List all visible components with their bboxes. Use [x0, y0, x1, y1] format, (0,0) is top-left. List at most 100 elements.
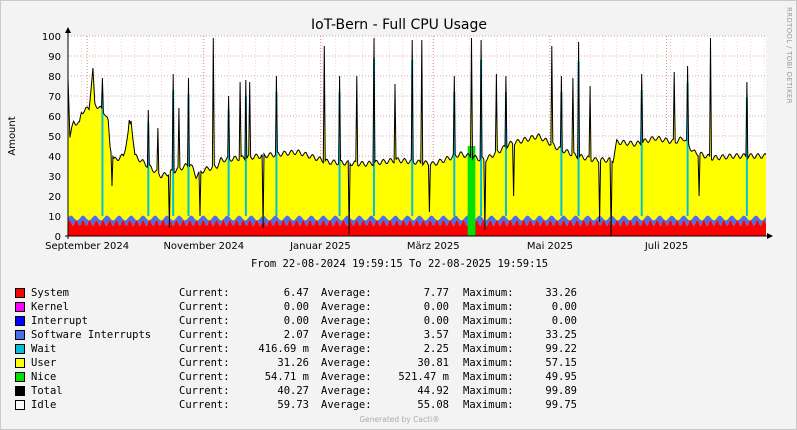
legend-name: Kernel — [31, 301, 69, 313]
software-interrupts-area — [68, 215, 766, 236]
maximum-label: Maximum: — [463, 357, 514, 369]
average-value: 7.77 — [423, 287, 449, 299]
current-label: Current: — [179, 287, 230, 299]
maximum-label: Maximum: — [463, 329, 514, 341]
wait-spike — [453, 92, 456, 216]
current-label: Current: — [179, 371, 230, 383]
y-tick-label: 60 — [48, 112, 61, 123]
current-value: 6.47 — [283, 287, 309, 299]
x-tick-labels: September 2024 November 2024 Januar 2025 Mä… — [45, 241, 688, 252]
maximum-value: 33.25 — [545, 329, 577, 341]
average-value: 0.00 — [423, 301, 449, 313]
wait-spike — [187, 93, 190, 216]
average-value: 2.25 — [423, 343, 449, 355]
stacked-areas — [67, 37, 767, 237]
legend-swatch — [15, 288, 25, 298]
legend-swatch — [15, 316, 25, 326]
wait-spike — [504, 92, 507, 216]
cpu-usage-chart: IoT-Bern - Full CPU Usage RRDTOOL / TOBI… — [7, 7, 793, 252]
x-tick-label: März 2025 — [407, 241, 460, 252]
legend-swatch — [15, 372, 25, 382]
wait-spike — [411, 59, 414, 216]
y-tick-labels: 0 10 20 30 40 50 60 70 80 90 100 — [42, 32, 61, 243]
wait-spike — [147, 122, 150, 216]
maximum-label: Maximum: — [463, 287, 514, 299]
system-area — [68, 220, 766, 236]
average-value: 521.47 m — [398, 371, 449, 383]
y-tick-label: 20 — [48, 192, 61, 203]
maximum-value: 99.75 — [545, 399, 577, 411]
average-label: Average: — [321, 329, 372, 341]
maximum-label: Maximum: — [463, 399, 514, 411]
wait-spike — [640, 90, 643, 216]
current-label: Current: — [179, 343, 230, 355]
maximum-value: 57.15 — [545, 357, 577, 369]
legend-name: Total — [31, 385, 63, 397]
maximum-label: Maximum: — [463, 301, 514, 313]
average-value: 3.57 — [423, 329, 449, 341]
average-label: Average: — [321, 385, 372, 397]
wait-spike — [480, 59, 483, 216]
current-value: 40.27 — [277, 385, 309, 397]
current-label: Current: — [179, 315, 230, 327]
legend-name: User — [31, 357, 57, 369]
current-label: Current: — [179, 301, 230, 313]
y-tick-label: 50 — [48, 132, 61, 143]
wait-spike — [275, 92, 278, 216]
average-label: Average: — [321, 399, 372, 411]
legend-name: Nice — [31, 371, 57, 383]
wait-spike — [244, 95, 247, 216]
user-area — [68, 38, 766, 236]
maximum-label: Maximum: — [463, 371, 514, 383]
maximum-value: 0.00 — [551, 315, 577, 327]
y-tick-label: 70 — [48, 92, 61, 103]
x-tick-label: Mai 2025 — [527, 241, 573, 252]
current-value: 59.73 — [277, 399, 309, 411]
chart-title: IoT-Bern - Full CPU Usage — [311, 17, 487, 33]
average-value: 0.00 — [423, 315, 449, 327]
y-tick-label: 100 — [42, 32, 61, 43]
maximum-value: 0.00 — [551, 301, 577, 313]
wait-spike — [577, 61, 580, 217]
average-value: 30.81 — [417, 357, 449, 369]
y-tick-label: 90 — [48, 52, 61, 63]
average-value: 55.08 — [417, 399, 449, 411]
maximum-value: 99.22 — [545, 343, 577, 355]
current-value: 0.00 — [283, 315, 309, 327]
wait-spike — [227, 110, 230, 216]
current-label: Current: — [179, 399, 230, 411]
legend-name: Idle — [31, 399, 57, 411]
axes — [65, 27, 773, 239]
y-axis-arrow — [65, 27, 71, 33]
x-axis-arrow — [767, 233, 773, 239]
average-label: Average: — [321, 371, 372, 383]
legend-swatch — [15, 358, 25, 368]
current-label: Current: — [179, 385, 230, 397]
average-label: Average: — [321, 301, 372, 313]
average-value: 44.92 — [417, 385, 449, 397]
legend-swatch — [15, 330, 25, 340]
rrdtool-credit: RRDTOOL / TOBI OETIKER — [785, 7, 793, 104]
average-label: Average: — [321, 357, 372, 369]
maximum-label: Maximum: — [463, 343, 514, 355]
current-value: 54.71 m — [264, 371, 309, 383]
x-tick-label: Januar 2025 — [289, 241, 351, 252]
legend-name: Wait — [31, 343, 57, 355]
y-tick-label: 30 — [48, 172, 61, 183]
y-tick-label: 80 — [48, 72, 61, 83]
nice-area — [467, 146, 476, 236]
current-value: 2.07 — [283, 329, 309, 341]
average-label: Average: — [321, 315, 372, 327]
wait-spike — [560, 92, 563, 216]
wait-spike — [101, 93, 104, 216]
maximum-value: 49.95 — [545, 371, 577, 383]
maximum-value: 33.26 — [545, 287, 577, 299]
legend-swatch — [15, 400, 25, 410]
current-value: 31.26 — [277, 357, 309, 369]
legend-swatch — [15, 344, 25, 354]
y-tick-label: 0 — [55, 232, 61, 243]
maximum-label: Maximum: — [463, 315, 514, 327]
current-value: 0.00 — [283, 301, 309, 313]
wait-spike — [372, 57, 375, 216]
